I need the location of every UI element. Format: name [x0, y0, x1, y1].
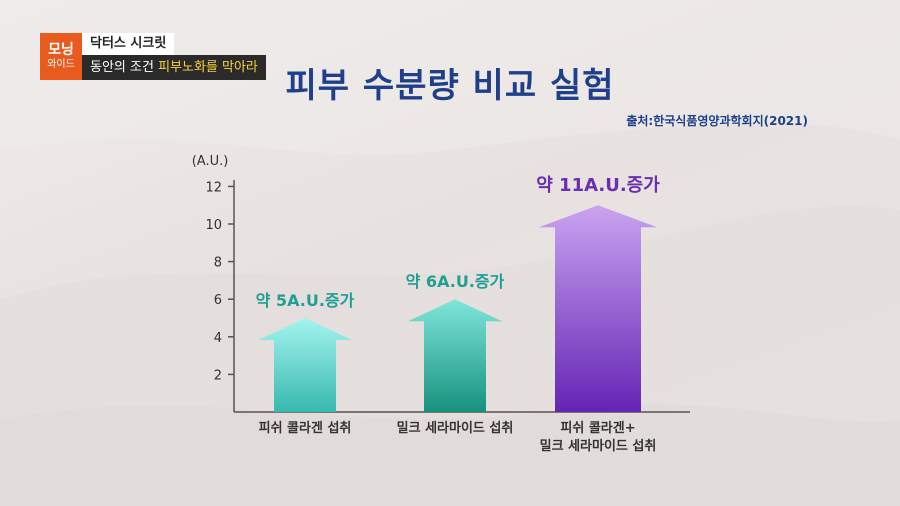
data-label: 약 5A.U.증가: [256, 291, 355, 310]
bar-arrow: [258, 318, 352, 412]
y-tick-label: 10: [205, 218, 222, 233]
y-tick-label: 2: [214, 368, 222, 383]
y-tick-label: 8: [214, 256, 222, 271]
bar-arrow: [539, 205, 657, 412]
data-label: 약 6A.U.증가: [406, 272, 505, 291]
y-axis-label: (A.U.): [192, 154, 229, 169]
page-title: 피부 수분량 비교 실험: [285, 66, 615, 106]
broadcast-tag: 모닝 와이드 닥터스 시크릿 동안의 조건 피부노화를 막아라: [40, 33, 266, 80]
y-tick-label: 4: [214, 331, 222, 346]
x-category-label: 밀크 세라마이드 섭취: [540, 438, 657, 454]
logo-line1: 모닝: [48, 41, 74, 58]
channel-logo: 모닝 와이드: [40, 33, 82, 80]
source-note: 출처:한국식품영양과학회지(2021): [626, 114, 808, 128]
y-tick-label: 6: [214, 293, 222, 308]
data-label: 약 11A.U.증가: [536, 174, 660, 196]
subtitle-prefix: 동안의 조건: [90, 60, 159, 75]
subtitle-highlight: 피부노화를 막아라: [158, 60, 258, 75]
x-category-label: 피쉬 콜라겐+: [560, 420, 635, 436]
bar-arrow: [408, 299, 502, 412]
x-category-label: 밀크 세라마이드 섭취: [397, 420, 514, 436]
y-tick-label: 12: [205, 180, 222, 195]
show-name: 닥터스 시크릿: [82, 33, 175, 55]
x-category-label: 피쉬 콜라겐 섭취: [259, 420, 352, 436]
episode-subtitle: 동안의 조건 피부노화를 막아라: [82, 55, 266, 80]
logo-line2: 와이드: [47, 58, 75, 70]
